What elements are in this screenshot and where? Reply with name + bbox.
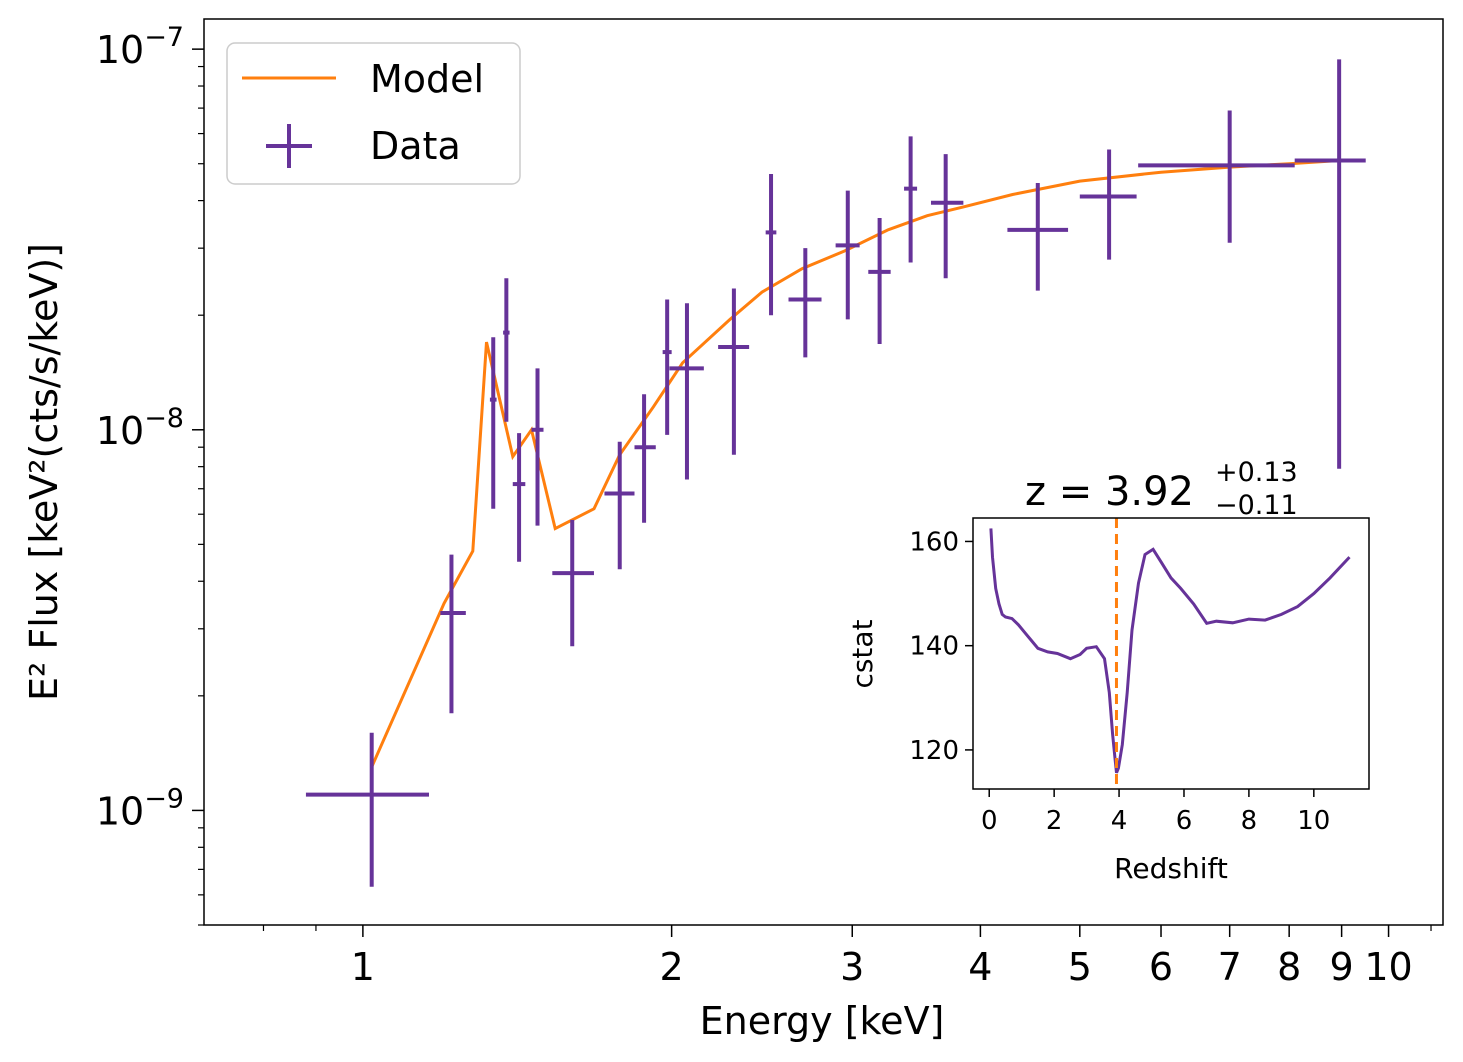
data-point xyxy=(634,394,656,523)
data-point xyxy=(669,303,704,480)
x-tick-label: 4 xyxy=(968,945,992,989)
x-tick-label: 10 xyxy=(1364,945,1412,989)
inset-y-tick-label: 120 xyxy=(909,736,959,766)
inset-title-main: z = 3.92 xyxy=(1025,469,1194,515)
inset-x-tick-label: 10 xyxy=(1297,806,1330,836)
legend-data-label: Data xyxy=(370,124,461,168)
data-point xyxy=(788,248,822,358)
inset-frame xyxy=(972,517,1370,790)
data-point xyxy=(552,519,594,647)
inset-x-tick-label: 2 xyxy=(1046,806,1063,836)
data-point xyxy=(1138,110,1295,243)
inset-plot: 0 2 4 6 8 10 120 140 160 Redshift cstat z = 3.92… xyxy=(846,457,1370,885)
data-point xyxy=(1294,59,1366,469)
y-tick-label: 10−9 xyxy=(96,783,184,833)
data-point xyxy=(1007,182,1069,291)
legend: Model Data xyxy=(226,42,521,185)
x-tick-label: 1 xyxy=(351,945,375,989)
data-point xyxy=(868,218,891,345)
inset-title-sup: +0.13 xyxy=(1215,457,1298,488)
inset-x-axis-label: Redshift xyxy=(1114,852,1228,885)
data-point xyxy=(440,554,466,714)
inset-background xyxy=(973,518,1369,789)
inset-x-tick-label: 6 xyxy=(1176,806,1193,836)
data-point xyxy=(512,433,526,562)
data-point xyxy=(305,732,429,887)
data-series xyxy=(305,59,1366,887)
x-tick-label: 5 xyxy=(1068,945,1092,989)
data-point xyxy=(662,299,672,435)
x-tick-label: 9 xyxy=(1330,945,1354,989)
inset-title: z = 3.92 +0.13 −0.11 xyxy=(1025,457,1298,521)
x-tick-label: 2 xyxy=(660,945,684,989)
inset-y-tick-label: 160 xyxy=(909,527,959,557)
inset-x-tick-label: 0 xyxy=(981,806,998,836)
cstat-curve xyxy=(989,528,1351,774)
data-point xyxy=(904,136,918,263)
x-tick-label: 6 xyxy=(1149,945,1173,989)
data-point xyxy=(489,337,497,509)
inset-axis-ticks: 0 2 4 6 8 10 120 140 160 xyxy=(909,527,1330,836)
inset-x-tick-label: 4 xyxy=(1111,806,1128,836)
inset-title-sub: −0.11 xyxy=(1215,490,1298,521)
main-plot-frame xyxy=(203,18,1444,926)
data-point xyxy=(503,278,510,422)
x-tick-label: 8 xyxy=(1277,945,1301,989)
model-line xyxy=(370,158,1342,768)
legend-data-swatch xyxy=(266,124,312,168)
x-tick-label: 3 xyxy=(840,945,864,989)
data-point xyxy=(835,190,860,320)
x-axis-label: Energy [keV] xyxy=(700,999,945,1043)
inset-y-tick-label: 140 xyxy=(909,632,959,662)
model-series xyxy=(370,158,1342,768)
x-tick-label: 7 xyxy=(1218,945,1242,989)
data-point xyxy=(531,368,544,526)
data-point xyxy=(1079,149,1137,260)
data-point xyxy=(765,173,777,316)
y-tick-label: 10−7 xyxy=(96,22,184,72)
legend-model-label: Model xyxy=(370,57,484,101)
data-point xyxy=(718,288,750,455)
data-point xyxy=(604,441,635,570)
y-tick-label: 10−8 xyxy=(96,403,184,453)
inset-x-tick-label: 8 xyxy=(1241,806,1258,836)
data-point xyxy=(930,154,964,279)
y-axis-label: E² Flux [keV²(cts/s/keV)] xyxy=(22,243,66,701)
inset-y-axis-label: cstat xyxy=(846,619,879,688)
